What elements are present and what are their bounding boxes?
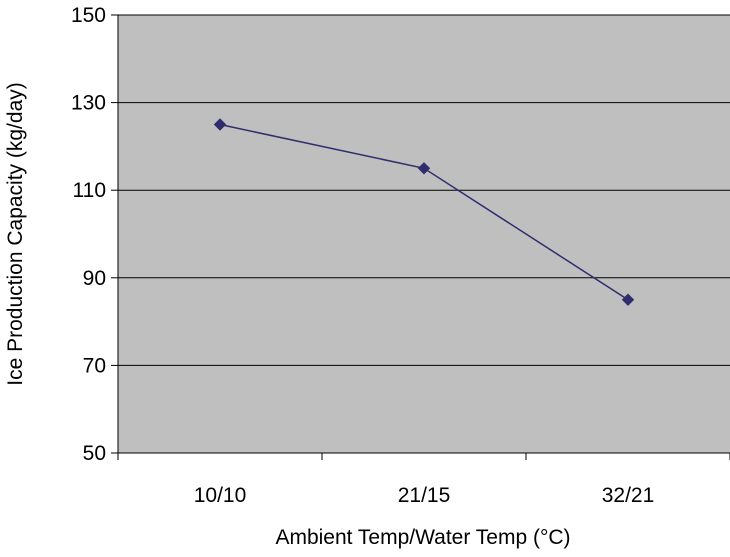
x-tick-label: 10/10 — [194, 484, 247, 507]
y-axis-title: Ice Production Capacity (kg/day) — [4, 82, 27, 385]
x-axis-ticks: 10/10 21/15 32/21 — [117, 453, 730, 507]
y-tick-label: 50 — [83, 442, 106, 465]
gridlines — [118, 14, 730, 366]
y-tick-label: 150 — [71, 4, 106, 27]
y-tick-label: 70 — [83, 354, 106, 377]
y-axis-ticks: 50 70 90 110 130 150 — [71, 4, 118, 465]
x-tick-label: 32/21 — [602, 484, 655, 507]
data-point-marker — [621, 293, 635, 306]
y-tick-label: 130 — [71, 92, 106, 115]
y-tick-label: 110 — [73, 179, 106, 202]
series-layer — [213, 118, 635, 306]
data-point-marker — [417, 162, 431, 175]
axes — [117, 15, 730, 454]
x-axis-title: Ambient Temp/Water Temp (°C) — [275, 526, 570, 549]
y-tick-label: 90 — [83, 267, 106, 290]
data-point-marker — [213, 118, 227, 131]
plot-area — [118, 15, 730, 453]
x-tick-label: 21/15 — [398, 484, 451, 507]
